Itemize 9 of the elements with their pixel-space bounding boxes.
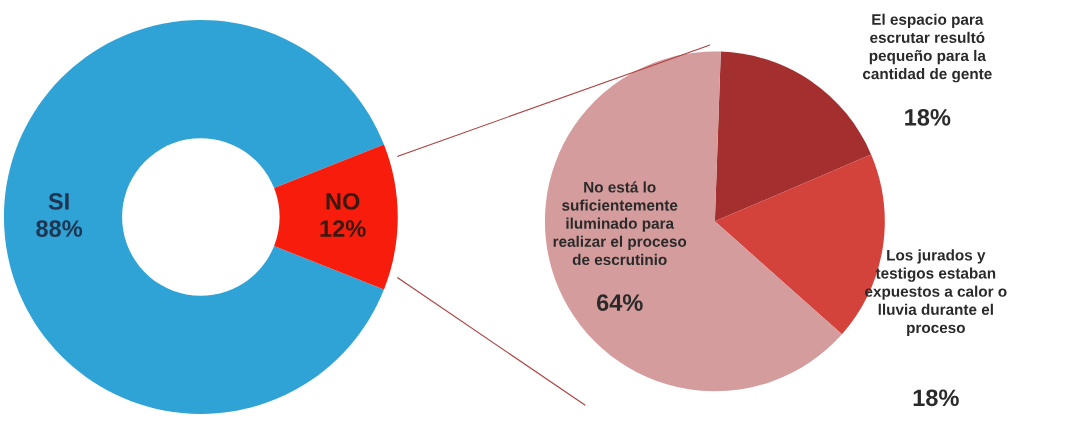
slice-label: No está lo suficientemente iluminado para realizar el proceso de escrutinio — [553, 181, 687, 266]
slice-label: SI — [48, 193, 69, 210]
slice-label: El espacio para escrutar resultó pequeño para la cantidad de gente — [862, 13, 992, 83]
slice-label: NO — [326, 193, 360, 210]
data-label: 88% — [36, 220, 83, 237]
data-label: 18% — [905, 108, 951, 126]
data-label: 12% — [320, 220, 366, 237]
data-label: 18% — [913, 389, 959, 407]
data-label: 64% — [596, 294, 643, 311]
